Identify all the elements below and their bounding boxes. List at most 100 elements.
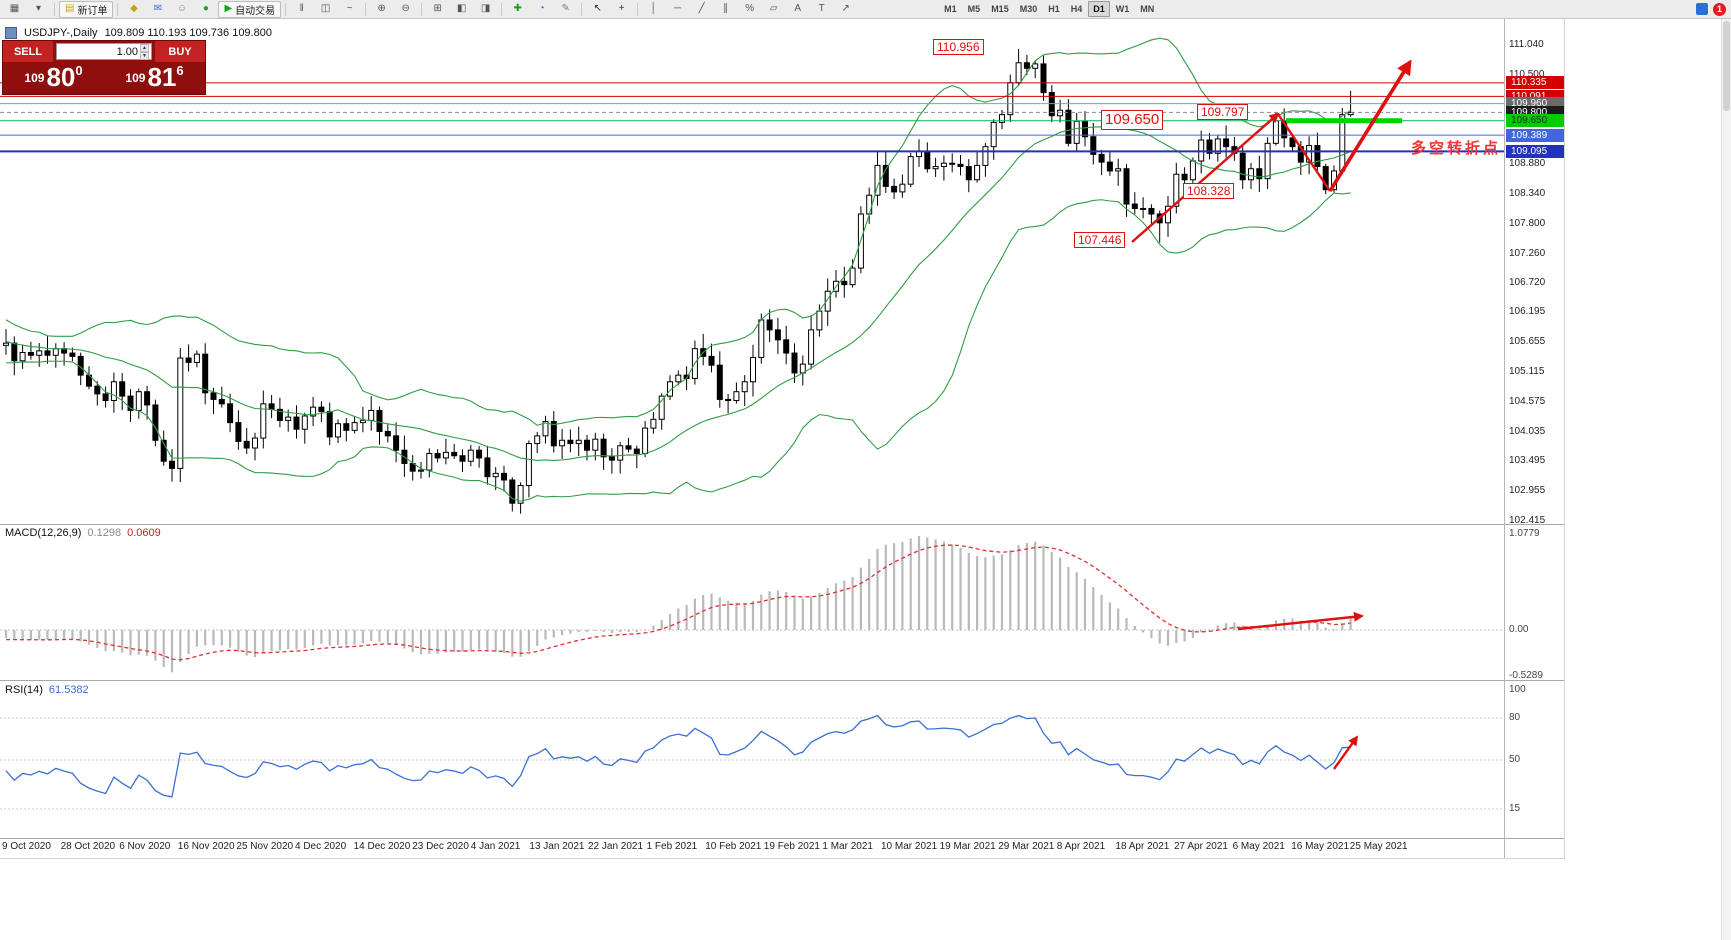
date-axis-label: 23 Dec 2020	[412, 841, 469, 852]
timeframe-m15[interactable]: M15	[991, 4, 1009, 14]
new-order-button[interactable]: ▤ 新订单	[59, 0, 114, 18]
price-tag: 109.389	[1506, 128, 1564, 142]
autotrading-button[interactable]: ▶ 自动交易	[218, 0, 282, 18]
macd-label: MACD(12,26,9) 0.1298 0.0609	[5, 527, 161, 539]
sell-button[interactable]: SELL	[3, 41, 53, 62]
label-icon: T	[818, 3, 825, 14]
timeframe-m5[interactable]: M5	[967, 4, 981, 14]
alerts-button[interactable]: ◆	[122, 1, 145, 18]
zoom-out-button[interactable]: ⊖	[394, 1, 417, 18]
sell-price[interactable]: 109800	[3, 63, 104, 91]
toolbar-right: 1	[1696, 2, 1728, 16]
news-button[interactable]: ●	[194, 1, 217, 18]
price-axis-label: 106.195	[1509, 306, 1546, 318]
price-annotation[interactable]: 107.446	[1074, 232, 1126, 249]
text-button[interactable]: A	[786, 1, 809, 18]
date-axis-label: 4 Jan 2021	[470, 841, 521, 852]
notification-badge[interactable]: 1	[1713, 2, 1726, 16]
price-annotation[interactable]: 109.797	[1197, 104, 1249, 121]
zoom-in-button[interactable]: ⊕	[370, 1, 393, 18]
price-axis-label: 106.720	[1509, 277, 1546, 289]
timeframe-w1[interactable]: W1	[1115, 4, 1130, 14]
crosshair-button[interactable]: +	[610, 1, 633, 18]
window-icon[interactable]	[1696, 3, 1708, 15]
date-axis-label: 6 Nov 2020	[119, 841, 171, 852]
turning-point-label[interactable]: 多空转折点	[1411, 140, 1502, 157]
indicators-icon: ✚	[513, 3, 522, 14]
timeframe-m30[interactable]: M30	[1019, 4, 1038, 14]
new-chart-button[interactable]: ▦	[3, 1, 26, 18]
one-click-trading-panel: SELL 1.00 ▲ ▼ BUY 109800 109816	[2, 40, 206, 95]
profiles-button[interactable]: ▾	[27, 1, 50, 18]
cascade-windows-button[interactable]: ◧	[450, 1, 473, 18]
sell-price-sup: 0	[75, 63, 83, 78]
rsi-label: RSI(14) 61.5382	[5, 684, 89, 696]
toolbar-separator	[54, 2, 55, 16]
community-button[interactable]: ☺	[170, 1, 193, 18]
price-annotation[interactable]: 109.650	[1101, 110, 1164, 130]
indicators-button[interactable]: ✚	[506, 1, 529, 18]
bar-chart-button[interactable]: ‖	[290, 1, 313, 18]
buy-price[interactable]: 109816	[104, 63, 205, 91]
horizontal-line-icon: ─	[674, 3, 682, 14]
price-axis-label: 107.260	[1509, 247, 1546, 259]
date-axis-label: 16 Nov 2020	[177, 841, 235, 852]
mailbox-button[interactable]: ✉	[146, 1, 169, 18]
ohlc-values: 109.809 110.193 109.736 109.800	[104, 27, 272, 39]
bar-chart-icon: ‖	[299, 3, 304, 14]
zoom-out-icon: ⊖	[401, 3, 410, 14]
timeframe-mn[interactable]: MN	[1140, 4, 1155, 14]
scrollbar[interactable]	[1721, 19, 1731, 940]
timeframe-h1[interactable]: H1	[1048, 4, 1060, 14]
buy-button[interactable]: BUY	[155, 41, 205, 62]
date-axis-label: 10 Feb 2021	[705, 841, 762, 852]
buy-price-sup: 6	[176, 63, 184, 78]
profiles-icon: ▾	[35, 3, 42, 14]
label-button[interactable]: T	[810, 1, 833, 18]
shapes-button[interactable]: ▱	[762, 1, 785, 18]
zoom-in-icon: ⊕	[377, 3, 386, 14]
volume-up-icon[interactable]: ▲	[140, 43, 149, 52]
volume-down-icon[interactable]: ▼	[140, 51, 149, 60]
line-chart-button[interactable]: ~	[338, 1, 361, 18]
fibonacci-button[interactable]: %	[738, 1, 761, 18]
toolbar-buttons: ▦ ▾ ▤ 新订单 ◆ ✉ ☺ ● ▶ 自动交易 ‖ ◫ ~ ⊕ ⊖ ⊞ ◧ ◨ ✚ ◔ ✎ ↖ + │ ─ ╱ ∥% ▱ A T ↗	[3, 0, 938, 18]
arrange-windows-button[interactable]: ◨	[474, 1, 497, 18]
timeframe-d1[interactable]: D1	[1088, 1, 1110, 17]
templates-button[interactable]: ✎	[554, 1, 577, 18]
macd-name: MACD(12,26,9)	[5, 527, 82, 539]
cursor-button[interactable]: ↖	[586, 1, 609, 18]
templates-icon: ✎	[561, 3, 570, 14]
trade-panel-prices: 109800 109816	[3, 62, 205, 94]
vertical-line-button[interactable]: │	[642, 1, 665, 18]
price-axis-label: 105.655	[1509, 336, 1546, 348]
price-axis-label: 104.575	[1509, 395, 1546, 407]
date-axis-label: 10 Mar 2021	[881, 841, 938, 852]
trendline-button[interactable]: ╱	[690, 1, 713, 18]
price-annotation[interactable]: 108.328	[1183, 183, 1235, 200]
arrows-icon: ↗	[841, 3, 850, 14]
price-axis-label: 111.040	[1509, 39, 1544, 50]
crosshair-icon: +	[618, 3, 625, 14]
timeframe-m1[interactable]: M1	[944, 4, 957, 14]
channel-button[interactable]: ∥	[714, 1, 737, 18]
date-axis-label: 8 Apr 2021	[1056, 841, 1106, 852]
periods-button[interactable]: ◔	[530, 1, 553, 18]
timeframe-h4[interactable]: H4	[1070, 4, 1083, 14]
volume-field[interactable]: 1.00 ▲ ▼	[56, 43, 152, 60]
horizontal-line-button[interactable]: ─	[666, 1, 689, 18]
chart-canvas[interactable]	[0, 19, 1565, 859]
cursor-icon: ↖	[593, 3, 602, 14]
periods-icon: ◔	[538, 3, 545, 14]
tile-windows-button[interactable]: ⊞	[426, 1, 449, 18]
trendline-icon: ╱	[698, 3, 705, 14]
price-annotation[interactable]: 110.956	[933, 39, 984, 56]
community-icon: ☺	[176, 3, 188, 14]
arrows-button[interactable]: ↗	[834, 1, 857, 18]
new-chart-icon: ▦	[9, 3, 20, 14]
scrollbar-thumb[interactable]	[1723, 21, 1730, 111]
candlestick-chart-button[interactable]: ◫	[314, 1, 337, 18]
timeframe-buttons: M1 M5 M15 M30 H1 H4 D1 W1 MN	[939, 1, 1159, 17]
mailbox-icon: ✉	[153, 3, 163, 14]
